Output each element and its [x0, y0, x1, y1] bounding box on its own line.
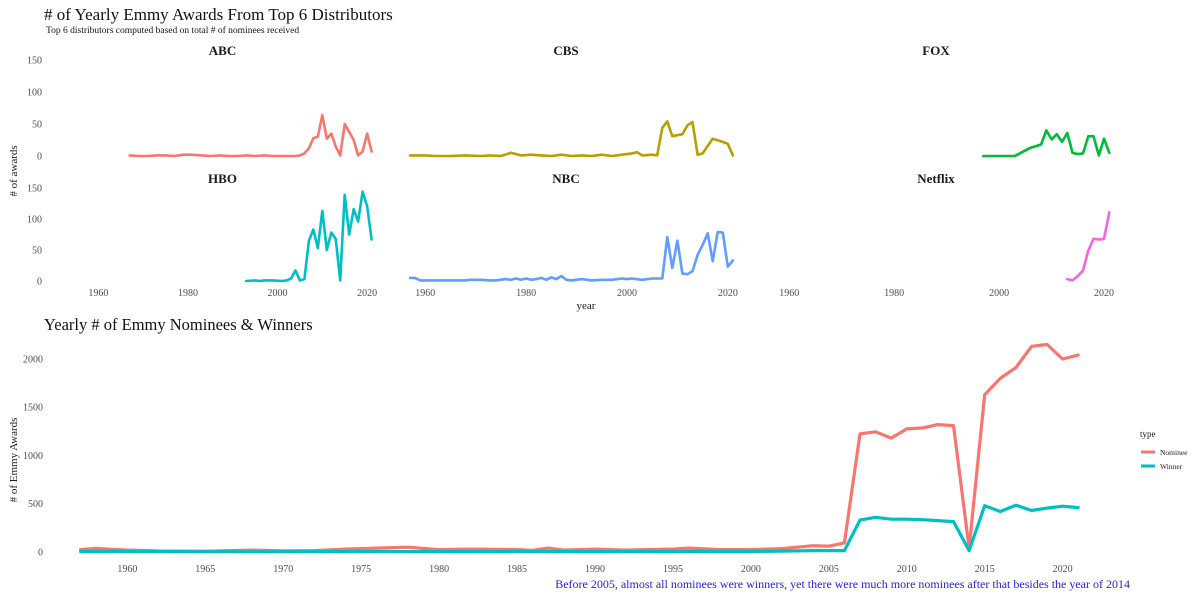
- series-line-cbs: [408, 120, 735, 158]
- series-line-hbo: [244, 190, 373, 283]
- facet-panel-cbs: CBS: [408, 43, 735, 158]
- facet-panel-abc: ABC: [128, 43, 373, 158]
- y-tick-label: 0: [37, 152, 42, 163]
- y-axis-title: # of Emmy Awards: [8, 418, 20, 503]
- legend: type Nominee Winner: [1140, 429, 1188, 471]
- facet-panel-netflix: Netflix: [917, 171, 1111, 282]
- x-tick-label: 1980: [884, 288, 904, 299]
- x-tick-label: 1985: [507, 564, 527, 575]
- y-tick-label: 100: [27, 215, 42, 226]
- legend-title: type: [1140, 429, 1156, 439]
- x-tick-label: 1995: [663, 564, 683, 575]
- legend-label: Nominee: [1160, 448, 1188, 457]
- x-tick-label: 1990: [585, 564, 605, 575]
- chart-subtitle: Top 6 distributors computed based on tot…: [46, 26, 300, 36]
- x-tick-label: 1975: [351, 564, 371, 575]
- series-line-abc: [128, 113, 373, 158]
- y-tick-label: 100: [27, 88, 42, 99]
- facet-panel-nbc: NBC: [408, 171, 735, 282]
- x-tick-label: 1960: [779, 288, 799, 299]
- x-tick-label: 1980: [429, 564, 449, 575]
- chart-annotation: Before 2005, almost all nominees were wi…: [555, 577, 1130, 591]
- facet-panel-hbo: HBO: [208, 171, 373, 283]
- y-tick-label: 150: [27, 56, 42, 67]
- x-tick-label: 2010: [897, 564, 917, 575]
- facet-strip-label: Netflix: [917, 171, 955, 186]
- series-line-winner: [79, 503, 1080, 554]
- series-line-nbc: [408, 230, 735, 282]
- y-tick-label: 50: [32, 246, 42, 257]
- facet-strip-label: HBO: [208, 171, 237, 186]
- bottom-chart-title: Yearly # of Emmy Nominees & Winners: [44, 315, 313, 334]
- x-tick-label: 2020: [718, 288, 738, 299]
- nominee-winner-chart: 0 500 1000 1500 2000 1960 1965 1970 1975 1980 1985…: [8, 342, 1188, 575]
- y-tick-label: 500: [28, 499, 43, 510]
- x-tick-label: 1980: [178, 288, 198, 299]
- x-tick-label: 2000: [989, 288, 1009, 299]
- y-tick-label: 0: [37, 277, 42, 288]
- x-tick-label: 1960: [415, 288, 435, 299]
- x-tick-label: 1965: [195, 564, 215, 575]
- facet-strip-label: NBC: [552, 171, 579, 186]
- y-tick-label: 0: [38, 548, 43, 559]
- x-tick-label: 2000: [268, 288, 288, 299]
- x-tick-label: 2000: [617, 288, 637, 299]
- facet-chart: ABC CBS FOX HBO NBC Netflix 0 50 100 150 0 50 100 150…: [8, 43, 1114, 312]
- facet-strip-label: ABC: [209, 43, 236, 58]
- x-tick-label: 2020: [1094, 288, 1114, 299]
- facet-panel-fox: FOX: [922, 43, 1111, 158]
- x-tick-label: 2000: [741, 564, 761, 575]
- x-tick-label: 2020: [1053, 564, 1073, 575]
- y-tick-label: 50: [32, 120, 42, 131]
- legend-label: Winner: [1160, 462, 1183, 471]
- x-tick-label: 1960: [117, 564, 137, 575]
- y-tick-label: 2000: [23, 354, 43, 365]
- series-line-fox: [982, 129, 1111, 158]
- x-tick-label: 2015: [975, 564, 995, 575]
- x-axis-title: year: [577, 300, 596, 312]
- x-tick-label: 1960: [88, 288, 108, 299]
- y-tick-label: 1500: [23, 403, 43, 414]
- x-tick-label: 1970: [273, 564, 293, 575]
- x-tick-label: 2005: [819, 564, 839, 575]
- x-tick-label: 2020: [357, 288, 377, 299]
- facet-strip-label: FOX: [922, 43, 950, 58]
- y-axis-title: # of awards: [8, 145, 20, 196]
- y-tick-label: 1000: [23, 451, 43, 462]
- x-tick-label: 1980: [516, 288, 536, 299]
- y-tick-label: 150: [27, 184, 42, 195]
- facet-strip-label: CBS: [553, 43, 578, 58]
- series-line-netflix: [1066, 210, 1111, 282]
- chart-title: # of Yearly Emmy Awards From Top 6 Distr…: [44, 5, 393, 24]
